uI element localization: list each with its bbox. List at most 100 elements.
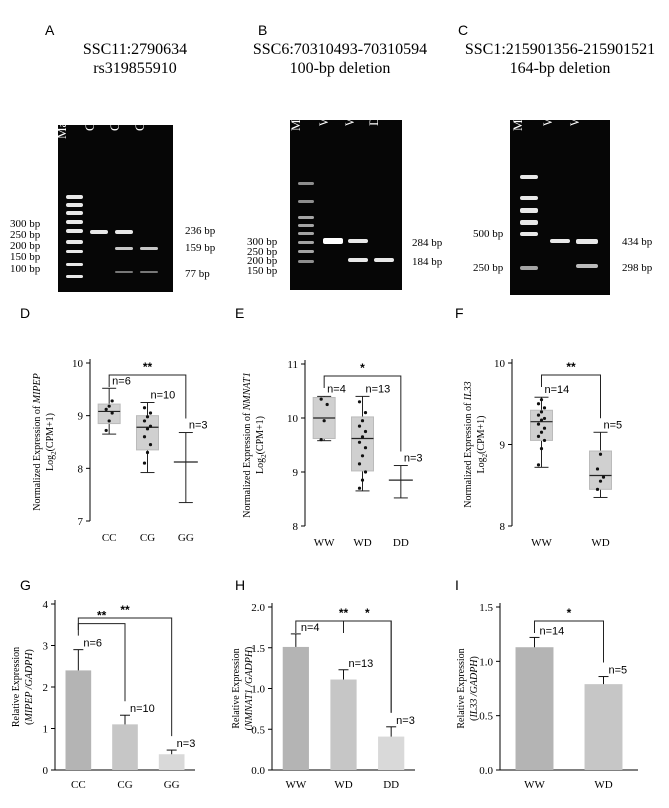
significance-bracket [534, 620, 604, 663]
box [530, 409, 553, 441]
significance-label: ** [97, 609, 107, 623]
y-tick-label: 2.0 [251, 602, 265, 614]
y-tick-label: 0.5 [251, 724, 265, 736]
sample-band [374, 258, 394, 262]
data-point [536, 422, 541, 426]
n-label: n=3 [396, 715, 415, 727]
marker-size-label: 250 bp [247, 246, 278, 258]
marker-size-label: 250 bp [473, 262, 504, 274]
n-label: n=13 [366, 383, 391, 395]
x-tick-label: WD [334, 779, 352, 791]
x-tick-label: DD [393, 537, 409, 549]
y-tick-label: 0.5 [479, 711, 493, 723]
gel-title-line2: 100-bp deletion [289, 60, 391, 77]
data-point [536, 413, 541, 417]
gel-title-line1: SSC6:70310493-70310594 [252, 41, 428, 58]
sample-band [323, 238, 343, 244]
box [351, 416, 374, 472]
y-axis-label-genes: (IL33 /GADPH) [469, 656, 480, 721]
marker-band [66, 263, 83, 266]
x-tick-label: WD [594, 779, 612, 791]
chart-panel-e: E 8 9 10 11 WW WD DD Normalized Expression of NM… [235, 305, 423, 549]
n-label: n=3 [189, 420, 208, 432]
marker-band [520, 175, 538, 179]
sample-band [140, 271, 158, 273]
marker-band [298, 250, 314, 253]
bar [282, 646, 309, 770]
marker-band [298, 216, 314, 219]
data-point [536, 434, 541, 438]
marker-band [298, 224, 314, 227]
significance-label: * [567, 606, 572, 620]
marker-band [298, 200, 314, 203]
panel-label: E [235, 305, 244, 321]
x-tick-label: WD [591, 537, 609, 549]
significance-bracket [108, 374, 187, 419]
y-axis-label: Relative Expression [456, 648, 467, 728]
significance-label: * [365, 606, 370, 620]
marker-band [66, 220, 83, 224]
sample-band [115, 230, 133, 234]
marker-size-label: 200 bp [247, 255, 278, 267]
y-tick-label: 1 [43, 724, 49, 736]
y-tick-label: 1.5 [479, 602, 493, 614]
band-size-label: 236 bp [185, 225, 216, 237]
data-point [142, 419, 147, 423]
n-label: n=10 [151, 390, 176, 402]
data-point [107, 404, 111, 408]
box [136, 415, 159, 451]
sample-band [115, 247, 133, 250]
x-tick-label: GG [164, 779, 180, 791]
panel-label: C [458, 22, 469, 38]
data-point [598, 479, 603, 483]
data-point [542, 406, 547, 410]
y-tick-label: 11 [287, 359, 298, 371]
chart-panel-i: I 0.0 0.5 1.0 1.5 WW WD Relative Expression (IL3… [455, 577, 638, 791]
data-point [595, 487, 600, 491]
data-point [539, 410, 544, 414]
n-label: n=5 [604, 419, 623, 431]
bar [330, 679, 357, 770]
data-point [145, 450, 150, 455]
gel-title-line2: rs319855910 [93, 60, 177, 77]
data-point [598, 452, 603, 456]
bar [65, 670, 92, 770]
data-point [542, 416, 547, 421]
significance-bracket [77, 617, 173, 737]
band-size-label: 159 bp [185, 242, 216, 254]
data-point [148, 443, 153, 447]
y-tick-label: 9 [500, 440, 506, 452]
marker-band [520, 196, 538, 200]
y-tick-label: 9 [78, 411, 84, 423]
x-tick-label: CC [102, 532, 117, 544]
panel-label: H [235, 577, 245, 593]
data-point [360, 454, 365, 458]
x-tick-label: DD [383, 779, 399, 791]
gel-title-line1: SSC1:215901356-215901521 [464, 41, 656, 58]
chart-panel-g: G 0 1 2 3 4 CC CG GG Relative Expression (MIPEP /G… [11, 577, 195, 791]
y-axis-label-unit: Log2(CPM+1) [255, 416, 268, 474]
marker-size-label: 300 bp [10, 218, 41, 230]
x-tick-label: WW [314, 537, 335, 549]
data-point [142, 406, 147, 410]
sample-band [90, 230, 108, 234]
y-axis-label: Normalized Expression of MIPEP [32, 373, 43, 510]
y-tick-label: 1.0 [251, 684, 265, 696]
x-tick-label: WW [524, 779, 545, 791]
y-tick-label: 1.0 [479, 656, 493, 668]
marker-size-label: 250 bp [10, 229, 41, 241]
marker-band [66, 211, 83, 215]
y-axis-label-unit: Log2(CPM+1) [476, 415, 489, 473]
gel-title-line2: 164-bp deletion [509, 60, 611, 77]
bar [515, 647, 554, 770]
significance-label: ** [566, 360, 576, 374]
bar [378, 736, 405, 770]
gel-image: Marker WW WD [510, 93, 610, 295]
chart-panel-d: D 7 8 9 10 CC CG GG Normalized Expression of MIP… [20, 305, 208, 544]
y-tick-label: 10 [72, 358, 84, 370]
panel-label: D [20, 305, 30, 321]
gel-title: SSC11:2790634 rs319855910 [40, 40, 230, 78]
data-point [357, 400, 362, 404]
data-point [360, 435, 365, 439]
bar [584, 684, 623, 770]
